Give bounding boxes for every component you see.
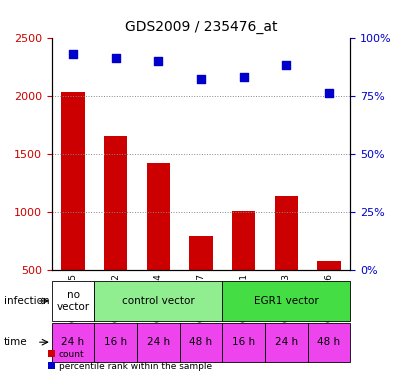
Bar [146,163,170,270]
Text: 24 h: 24 h [62,337,85,347]
Point [283,62,289,68]
Bar [222,322,265,362]
Bar [317,261,341,270]
Text: 24 h: 24 h [275,337,298,347]
Bar [275,196,298,270]
Bar [232,211,256,270]
Text: control vector: control vector [122,296,195,306]
Bar [308,322,350,362]
Bar [189,236,213,270]
Bar [94,322,137,362]
Text: 24 h: 24 h [147,337,170,347]
Point [113,56,119,62]
Bar [94,281,222,321]
Bar [52,322,94,362]
Bar [137,322,179,362]
Legend: count, percentile rank within the sample: count, percentile rank within the sample [44,346,215,374]
Title: GDS2009 / 235476_at: GDS2009 / 235476_at [125,20,277,34]
Text: 48 h: 48 h [317,337,340,347]
Point [70,51,76,57]
Bar [222,281,350,321]
Text: 16 h: 16 h [232,337,255,347]
Text: time: time [4,337,27,347]
Text: 48 h: 48 h [189,337,213,347]
Bar [52,281,94,321]
Bar [104,136,127,270]
Text: no
vector: no vector [57,290,90,312]
Point [198,76,204,82]
Text: infection: infection [4,296,50,306]
Bar [265,322,308,362]
Text: EGR1 vector: EGR1 vector [254,296,319,306]
Point [155,58,162,64]
Point [326,90,332,96]
Bar [179,322,222,362]
Point [240,74,247,80]
Text: 16 h: 16 h [104,337,127,347]
Bar [61,92,85,270]
